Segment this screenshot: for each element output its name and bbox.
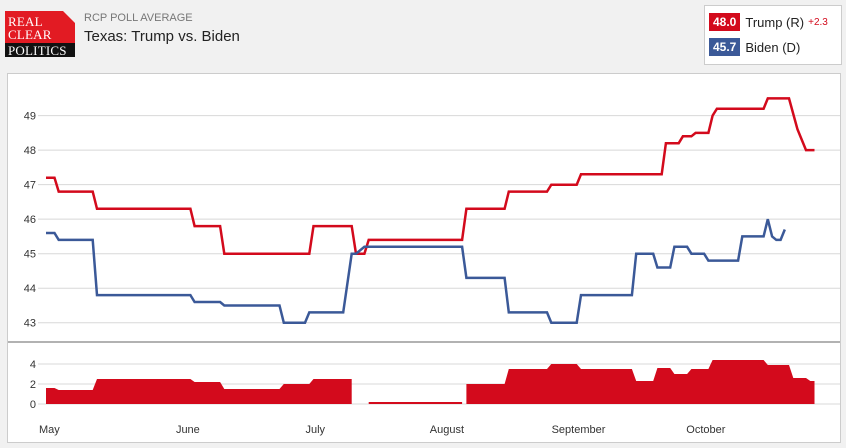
series-line-trump[interactable] [46, 97, 815, 255]
chart-kicker: RCP POLL AVERAGE [84, 12, 193, 24]
legend-name-biden: Biden (D) [745, 39, 801, 55]
series-line-biden[interactable] [46, 218, 786, 324]
spread-y-tick-label-2: 2 [30, 379, 36, 391]
x-tick-label-august: August [430, 424, 464, 436]
x-tick-label-september: September [552, 424, 606, 436]
y-tick-label-49: 49 [24, 111, 36, 123]
logo-corner [63, 11, 75, 23]
y-tick-label-48: 48 [24, 145, 36, 157]
poll-chart[interactable]: 43 44 45 46 47 48 49 0 2 4 May June July August Septem… [8, 74, 840, 442]
legend-item-trump[interactable]: 48.0 Trump (R) +2.3 [709, 13, 828, 31]
y-tick-label-47: 47 [24, 180, 36, 192]
legend-box: 48.0 Trump (R) +2.3 45.7 Biden (D) [704, 5, 842, 65]
y-tick-label-45: 45 [24, 249, 36, 261]
logo-line-3: POLITICS [5, 43, 75, 57]
y-tick-label-46: 46 [24, 214, 36, 226]
y-tick-label-44: 44 [24, 283, 36, 295]
legend-item-biden[interactable]: 45.7 Biden (D) [709, 38, 800, 56]
rcp-logo: REAL CLEAR POLITICS [5, 11, 75, 57]
spread-y-tick-label-4: 4 [30, 359, 36, 371]
chart-title: Texas: Trump vs. Biden [84, 28, 240, 45]
legend-spread-trump: +2.3 [808, 16, 828, 28]
logo-line-1: REAL [8, 14, 43, 29]
legend-value-trump: 48.0 [709, 13, 741, 31]
spread-area-1 [368, 402, 463, 404]
x-tick-label-october: October [686, 424, 725, 436]
x-tick-label-june: June [176, 424, 200, 436]
y-tick-label-43: 43 [24, 318, 36, 330]
logo-line-2: CLEAR [8, 27, 52, 42]
x-tick-label-may: May [39, 424, 60, 436]
plot-area[interactable]: 43 44 45 46 47 48 49 0 2 4 May June July August Septem… [7, 73, 841, 443]
spread-area-0 [46, 379, 352, 404]
legend-name-trump: Trump (R) [745, 14, 805, 30]
legend-value-biden: 45.7 [709, 38, 741, 56]
x-tick-label-july: July [305, 424, 325, 436]
spread-y-tick-label-0: 0 [30, 399, 36, 411]
spread-area-2 [466, 360, 815, 404]
